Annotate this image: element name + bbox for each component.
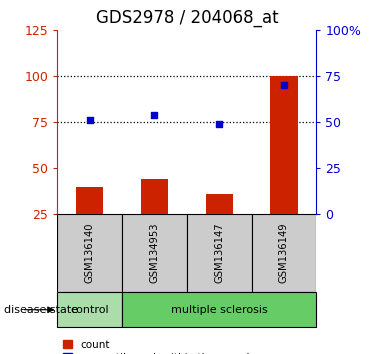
FancyBboxPatch shape <box>122 292 316 327</box>
Text: GSM136149: GSM136149 <box>279 223 289 284</box>
FancyBboxPatch shape <box>187 214 252 292</box>
Text: disease state: disease state <box>4 305 78 315</box>
Legend: count, percentile rank within the sample: count, percentile rank within the sample <box>63 340 256 354</box>
Point <box>151 112 157 118</box>
Text: control: control <box>70 305 109 315</box>
Bar <box>76 187 103 214</box>
Bar <box>206 194 233 214</box>
FancyBboxPatch shape <box>252 214 316 292</box>
Text: GSM134953: GSM134953 <box>149 223 159 283</box>
FancyBboxPatch shape <box>122 214 187 292</box>
Title: GDS2978 / 204068_at: GDS2978 / 204068_at <box>95 10 278 27</box>
Text: multiple sclerosis: multiple sclerosis <box>171 305 268 315</box>
Bar <box>141 179 168 214</box>
Point <box>87 118 92 123</box>
FancyBboxPatch shape <box>57 292 122 327</box>
Point <box>216 121 222 127</box>
Bar <box>270 76 297 214</box>
FancyBboxPatch shape <box>57 214 122 292</box>
Point <box>281 82 287 88</box>
Text: GSM136147: GSM136147 <box>214 223 224 284</box>
Text: GSM136140: GSM136140 <box>85 223 95 283</box>
